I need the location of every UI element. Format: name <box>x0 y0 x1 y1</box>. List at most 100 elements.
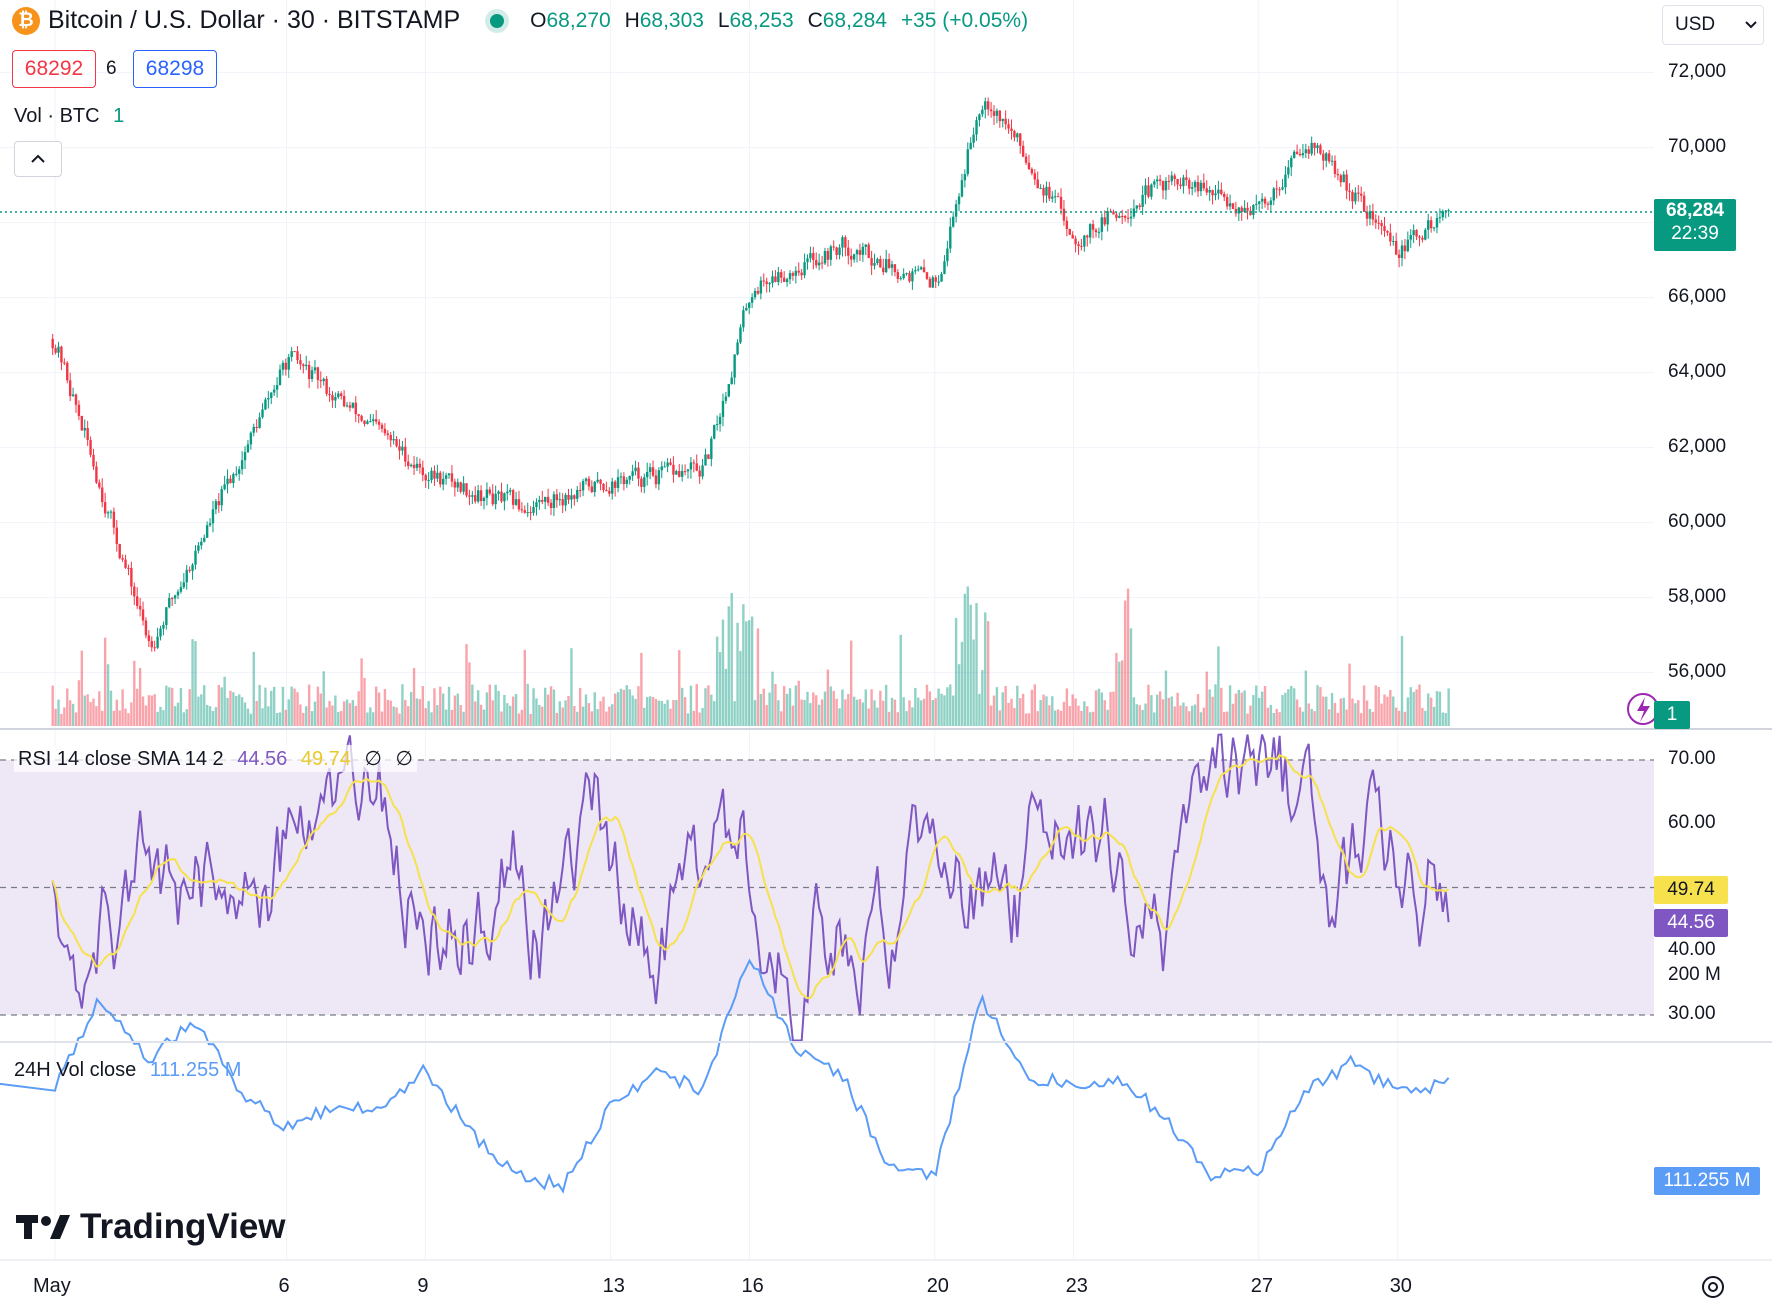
volume-bar <box>197 696 200 726</box>
volume-bar <box>252 651 255 726</box>
volume-bar <box>1246 713 1249 726</box>
volume-bar <box>940 693 943 726</box>
volume-bar <box>500 711 503 726</box>
candle-body <box>715 424 719 426</box>
candle-body <box>144 620 148 636</box>
candle-body <box>549 502 553 509</box>
volume-bar <box>995 687 999 726</box>
volume-bar <box>791 705 795 726</box>
volume-bar <box>1427 693 1430 726</box>
collapse-legend-button[interactable] <box>14 141 62 177</box>
volume-bar <box>762 688 765 726</box>
volume-bar <box>1065 688 1069 726</box>
candle-body <box>847 247 850 256</box>
volume-bar <box>1322 696 1325 726</box>
candle-body <box>1327 153 1331 162</box>
volume-bar <box>1447 688 1450 726</box>
candle-body <box>931 277 935 288</box>
candle-body <box>200 541 203 546</box>
rsi-legend[interactable]: RSI 14 close SMA 14 2 44.56 49.74 ∅ ∅ <box>14 745 417 772</box>
volume-bar <box>1109 691 1112 726</box>
candle-body <box>1153 181 1156 185</box>
candle-body <box>1284 174 1287 188</box>
volume-bar <box>992 695 996 726</box>
volume-bar <box>815 695 818 726</box>
volume-bar <box>60 713 63 726</box>
volume-bar <box>541 706 544 726</box>
candle-body <box>683 471 687 473</box>
symbol-title[interactable]: Bitcoin / U.S. Dollar · 30 · BITSTAMP <box>48 6 461 34</box>
volume-bar <box>453 695 457 726</box>
volume-bar <box>820 699 824 726</box>
volume-bar <box>118 710 121 726</box>
candle-body <box>1374 219 1377 223</box>
candle-body <box>386 433 390 436</box>
candle-body <box>812 253 815 261</box>
candle-body <box>535 502 538 508</box>
volume-bar <box>957 664 961 726</box>
volume-bar <box>237 694 241 726</box>
volume-bar <box>584 694 588 726</box>
candle-body <box>1182 177 1185 187</box>
candle-body <box>63 362 66 364</box>
candle-body <box>558 499 561 501</box>
candle-body <box>441 478 445 485</box>
candle-body <box>101 487 104 503</box>
volume-bar <box>975 603 978 726</box>
volume-legend[interactable]: Vol · BTC 1 <box>14 105 124 128</box>
volume-bar <box>261 708 264 726</box>
volume-bar <box>1141 709 1144 726</box>
volume-bar <box>485 692 489 726</box>
volume-bar <box>1380 703 1383 726</box>
candle-body <box>398 446 401 451</box>
currency-select[interactable]: USD <box>1662 5 1764 45</box>
volume-bar <box>602 696 605 726</box>
volume-bar <box>1208 689 1211 726</box>
low-value: 68,253 <box>729 8 794 32</box>
volume-bar <box>427 701 430 726</box>
candle-body <box>692 462 696 464</box>
candle-body <box>203 537 206 542</box>
candle-body <box>51 338 54 349</box>
volume-bar <box>305 706 308 726</box>
candle-body <box>1249 210 1252 216</box>
volume-bar <box>1228 685 1232 726</box>
volume-bar <box>328 700 331 726</box>
volume-bar <box>1164 670 1168 726</box>
candle-body <box>602 483 605 491</box>
volume-bar <box>1360 713 1363 726</box>
sell-price-button[interactable]: 68292 <box>12 50 96 88</box>
volume-bar <box>1062 701 1066 726</box>
candle-body <box>1007 124 1010 129</box>
candle-body <box>1144 185 1147 195</box>
volume-bar <box>1365 700 1369 726</box>
candle-body <box>1263 198 1267 204</box>
vol24-legend[interactable]: 24H Vol close 111.255 M <box>14 1059 241 1082</box>
volume-bar <box>937 688 940 726</box>
volume-bar <box>1371 711 1375 726</box>
candle-body <box>197 545 200 551</box>
volume-bar <box>299 704 302 726</box>
volume-bar <box>535 698 538 726</box>
candle-body <box>975 120 978 135</box>
symbol-header[interactable]: ₿ Bitcoin / U.S. Dollar · 30 · BITSTAMP … <box>12 6 1036 35</box>
volume-bar <box>829 686 833 726</box>
tradingview-logo[interactable]: TradingView <box>16 1207 286 1247</box>
volume-bar <box>322 671 325 726</box>
settings-gear-icon[interactable] <box>1702 1276 1724 1298</box>
candle-body <box>1272 188 1275 201</box>
candle-body <box>820 262 824 264</box>
candle-body <box>92 454 95 467</box>
rsi-axis-label: 30.00 <box>1668 1003 1716 1024</box>
candle-body <box>1386 231 1389 233</box>
volume-bar <box>1266 707 1270 726</box>
volume-bar <box>861 702 865 726</box>
volume-bar <box>331 705 334 726</box>
candle-body <box>1319 145 1322 154</box>
volume-bar <box>389 700 392 726</box>
volume-bar <box>1199 712 1203 726</box>
volume-bar <box>593 692 596 726</box>
buy-price-button[interactable]: 68298 <box>133 50 217 88</box>
candle-body <box>1179 184 1182 187</box>
